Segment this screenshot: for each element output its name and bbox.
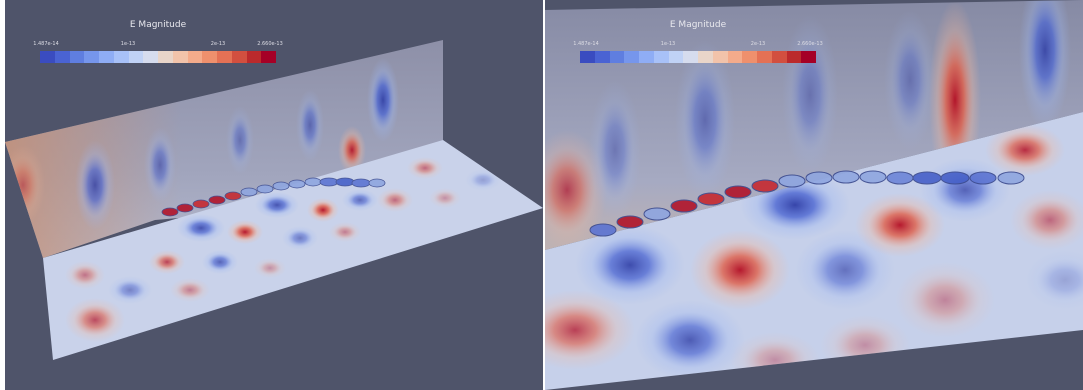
colorbar [40,51,276,63]
legend-tick: 2e-13 [750,41,766,47]
ring-resonator-chain-right [589,170,1025,237]
render-view-left[interactable]: E Magnitude 1.487e-14 1e-13 2e-13 2.660e… [5,0,543,390]
legend-tick-max: 2.660e-13 [797,41,823,47]
legend-tick: 2e-13 [210,41,226,47]
field-scene-left[interactable] [5,0,543,390]
legend-tick-max: 2.660e-13 [257,41,283,47]
render-view-right[interactable]: E Magnitude 1.487e-14 1e-13 2e-13 2.660e… [545,0,1083,390]
legend-tick: 1e-13 [120,41,136,47]
color-legend-left: E Magnitude 1.487e-14 1e-13 2e-13 2.660e… [33,20,283,63]
legend-tick-min: 1.487e-14 [573,41,599,47]
color-legend-right: E Magnitude 1.487e-14 1e-13 2e-13 2.660e… [573,20,823,63]
ring-resonator-chain-left [161,177,386,217]
legend-tick-min: 1.487e-14 [33,41,59,47]
horizontal-slice-left [43,140,543,360]
legend-title: E Magnitude [129,20,187,30]
colorbar [580,51,816,63]
legend-title: E Magnitude [669,20,727,30]
legend-tick: 1e-13 [660,41,676,47]
field-scene-right[interactable] [545,0,1083,390]
